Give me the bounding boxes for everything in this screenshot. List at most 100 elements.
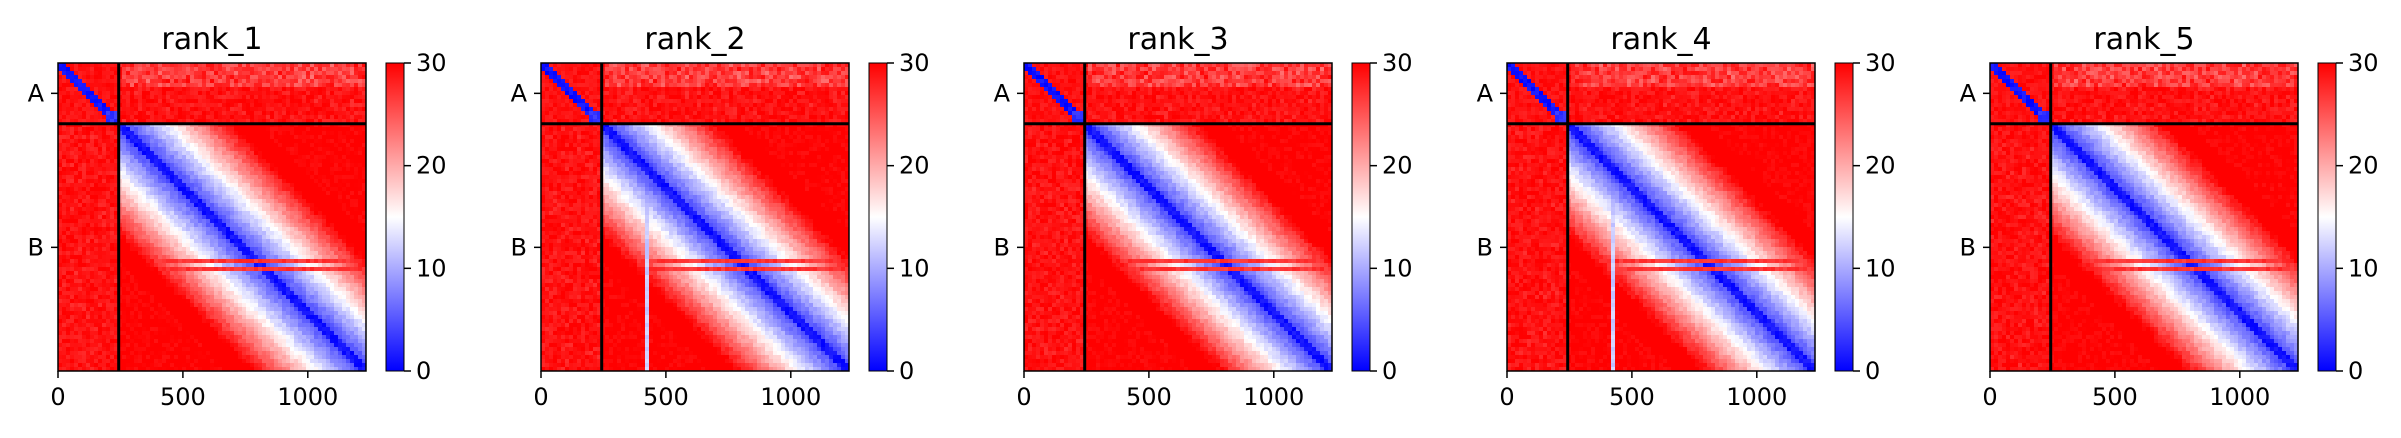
heatmap-cell <box>70 167 74 171</box>
heatmap-cell <box>258 247 262 251</box>
heatmap-cell <box>70 235 74 239</box>
heatmap-cell <box>166 251 170 255</box>
heatmap-cell <box>158 191 162 195</box>
heatmap-cell <box>350 287 354 291</box>
heatmap-cell <box>106 247 110 251</box>
heatmap-cell <box>262 295 266 299</box>
heatmap-cell <box>310 75 314 79</box>
heatmap-cell <box>346 279 350 283</box>
heatmap-cell <box>94 259 98 263</box>
heatmap-cell <box>202 211 206 215</box>
heatmap-cell <box>74 275 78 279</box>
heatmap-cell <box>66 163 70 167</box>
heatmap-cell <box>326 155 330 159</box>
heatmap-cell <box>170 255 174 259</box>
heatmap-cell <box>170 83 174 87</box>
heatmap-cell <box>322 203 326 207</box>
heatmap-cell <box>234 211 238 215</box>
heatmap-cell <box>178 223 182 227</box>
heatmap-cell <box>134 231 138 235</box>
heatmap-cell <box>322 211 326 215</box>
heatmap-cell <box>190 127 194 131</box>
heatmap-cell <box>230 251 234 255</box>
heatmap-cell <box>206 159 210 163</box>
heatmap-cell <box>230 75 234 79</box>
heatmap-cell <box>358 227 362 231</box>
heatmap-cell <box>158 295 162 299</box>
heatmap-cell <box>294 223 298 227</box>
heatmap-cell <box>262 87 266 91</box>
heatmap-cell <box>62 183 66 187</box>
heatmap-cell <box>166 159 170 163</box>
heatmap-cell <box>62 279 66 283</box>
heatmap-cell <box>178 271 182 275</box>
heatmap-cell <box>222 219 226 223</box>
heatmap-cell <box>342 139 346 143</box>
heatmap-cell <box>82 251 86 255</box>
heatmap-cell <box>166 143 170 147</box>
heatmap-cell <box>270 219 274 223</box>
heatmap-cell <box>70 243 74 247</box>
heatmap-cell <box>330 235 334 239</box>
heatmap-cell <box>106 91 110 95</box>
heatmap-cell <box>262 143 266 147</box>
heatmap-cell <box>278 151 282 155</box>
heatmap-cell <box>122 279 126 283</box>
heatmap-cell <box>182 67 186 71</box>
heatmap-cell <box>186 103 190 107</box>
heatmap-cell <box>214 239 218 243</box>
heatmap-cell <box>286 211 290 215</box>
heatmap-cell <box>290 223 294 227</box>
heatmap-cell <box>78 211 82 215</box>
heatmap-cell <box>134 163 138 167</box>
heatmap-cell <box>110 95 114 99</box>
heatmap-cell <box>202 163 206 167</box>
heatmap-cell <box>154 231 158 235</box>
heatmap-cell <box>346 295 350 299</box>
heatmap-cell <box>310 111 314 115</box>
heatmap-cell <box>126 191 130 195</box>
heatmap-cell <box>206 223 210 227</box>
heatmap-cell <box>234 215 238 219</box>
heatmap-cell <box>302 163 306 167</box>
heatmap-cell <box>298 99 302 103</box>
heatmap-cell <box>338 95 342 99</box>
heatmap-cell <box>90 271 94 275</box>
heatmap-cell <box>82 207 86 211</box>
heatmap-cell <box>334 139 338 143</box>
heatmap-cell <box>254 67 258 71</box>
heatmap-cell <box>102 175 106 179</box>
heatmap-cell <box>146 79 150 83</box>
heatmap-cell <box>262 243 266 247</box>
heatmap-cell <box>182 147 186 151</box>
heatmap-cell <box>318 283 322 287</box>
heatmap-cell <box>346 91 350 95</box>
heatmap-cell <box>170 219 174 223</box>
heatmap-cell <box>66 175 70 179</box>
heatmap-cell <box>302 279 306 283</box>
heatmap-cell <box>322 115 326 119</box>
heatmap-cell <box>250 135 254 139</box>
heatmap-cell <box>346 87 350 91</box>
heatmap-cell <box>74 299 78 303</box>
heatmap-cell <box>86 107 90 111</box>
heatmap-cell <box>310 219 314 223</box>
heatmap-cell <box>150 271 154 275</box>
heatmap-cell <box>86 167 90 171</box>
heatmap-cell <box>62 215 66 219</box>
heatmap-cell <box>318 143 322 147</box>
heatmap-cell <box>102 227 106 231</box>
heatmap-cell <box>198 131 202 135</box>
heatmap-cell <box>254 167 258 171</box>
heatmap-cell <box>206 215 210 219</box>
heatmap-cell <box>326 235 330 239</box>
heatmap-cell <box>202 171 206 175</box>
heatmap-cell <box>190 103 194 107</box>
heatmap-cell <box>238 175 242 179</box>
heatmap-cell <box>210 143 214 147</box>
heatmap-cell <box>138 231 142 235</box>
heatmap-cell <box>222 171 226 175</box>
heatmap-cell <box>86 83 90 87</box>
heatmap-cell <box>246 275 250 279</box>
heatmap-cell <box>102 131 106 135</box>
